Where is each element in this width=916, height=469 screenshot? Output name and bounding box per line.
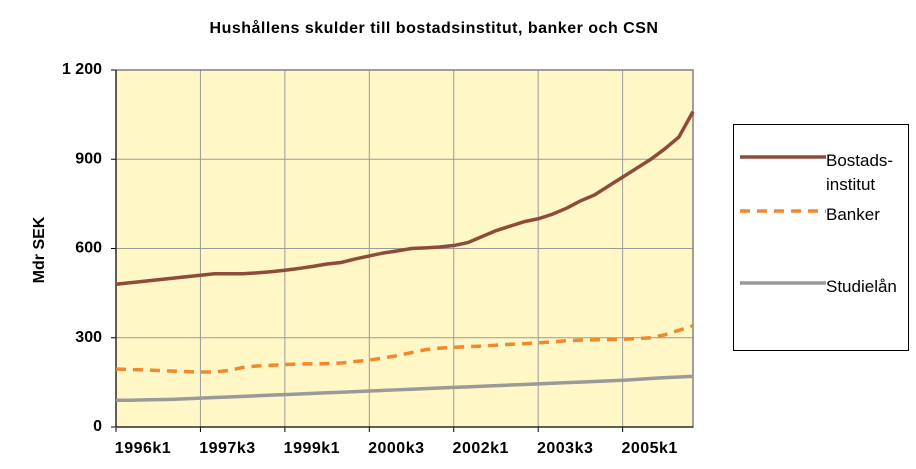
x-tick-label: 2003k3 — [537, 440, 593, 457]
series-line — [116, 374, 694, 402]
chart-title: Hushållens skulder till bostadsinstitut,… — [210, 19, 659, 37]
legend-item: Studielån — [734, 271, 910, 321]
y-tick-label: 0 — [93, 418, 102, 435]
y-tick-label: 300 — [75, 329, 102, 346]
x-tick-label: 1996k1 — [115, 440, 171, 457]
legend-label: Studielån — [826, 277, 897, 296]
y-tick-label: 600 — [75, 240, 102, 257]
x-tick-label: 1997k3 — [199, 440, 255, 457]
y-tick-label: 900 — [75, 150, 102, 167]
x-tick-label: 1999k1 — [284, 440, 340, 457]
legend-swatch-box — [740, 281, 826, 285]
legend-item: Banker — [734, 199, 910, 249]
series-line — [115, 324, 694, 374]
x-tick-label: 2002k1 — [453, 440, 509, 457]
x-tick-label: 2000k3 — [368, 440, 424, 457]
series-line — [115, 110, 695, 286]
legend-label: Banker — [826, 205, 880, 224]
x-tick-label: 2005k1 — [621, 440, 677, 457]
legend-item: Bostads-institut — [734, 145, 910, 195]
legend-swatch-box — [740, 209, 826, 213]
y-axis-label: Mdr SEK — [31, 216, 48, 283]
y-tick-label: 1 200 — [62, 61, 102, 78]
legend-swatch-box — [740, 155, 826, 159]
legend: Bostads-institut Banker Studielån — [733, 124, 909, 351]
legend-label: Bostads-institut — [826, 151, 894, 194]
